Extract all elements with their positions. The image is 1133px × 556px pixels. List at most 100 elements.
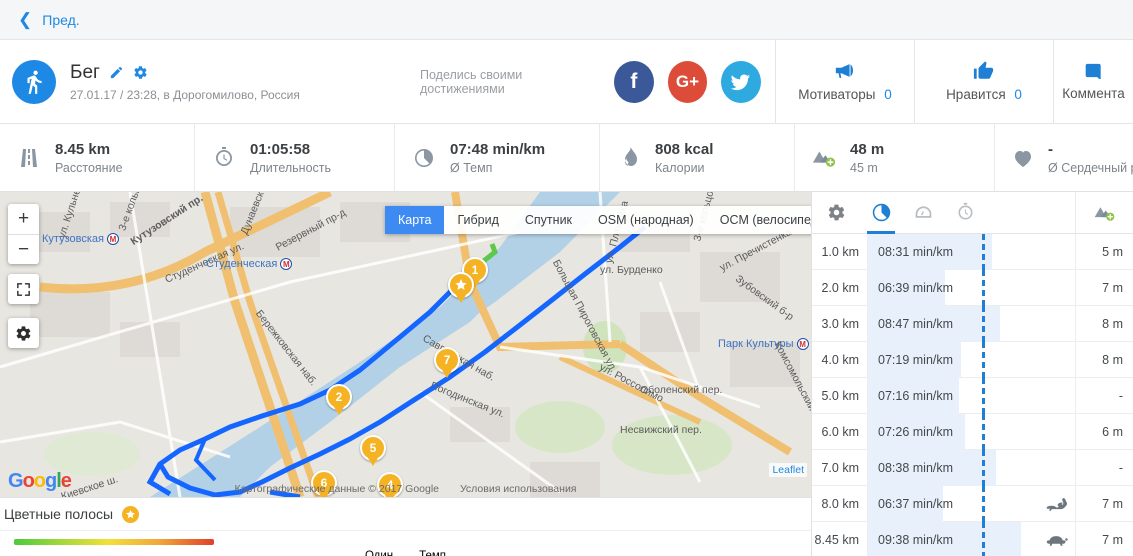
stat-duration: 01:05:58 Длительность: [195, 124, 395, 191]
zoom-controls: + −: [8, 204, 39, 264]
star-icon: [455, 279, 467, 290]
stripes-footer-option-one[interactable]: Один: [364, 550, 394, 556]
zoom-out-button[interactable]: −: [8, 234, 39, 264]
average-pace-marker: [981, 269, 985, 306]
stat-calories-value: 808 kcal: [655, 140, 714, 158]
map-marker-2[interactable]: 2: [326, 384, 352, 417]
stopwatch-icon: [211, 145, 237, 171]
stripes-footer-option-pace[interactable]: Темп: [419, 550, 447, 556]
splits-settings-button[interactable]: [812, 203, 860, 222]
table-row[interactable]: 6.0 km 07:26 min/km 6 m: [812, 413, 1133, 450]
likes-count: 0: [1014, 87, 1022, 102]
pace-icon: [411, 145, 437, 171]
map-layer-tabs: Карта Гибрид Спутник OSM (народная) OCM …: [385, 206, 811, 234]
split-pace-bar: [868, 233, 993, 270]
table-row[interactable]: 8.0 km 06:37 min/km 7 m: [812, 485, 1133, 522]
stat-elevation-loss: 45 m: [850, 160, 878, 175]
likes-button[interactable]: Нравится 0: [914, 40, 1053, 123]
map-street-label: Несвижский пер.: [620, 424, 702, 436]
map-marker-7[interactable]: 7: [434, 347, 460, 380]
comments-label: Коммента: [1062, 86, 1125, 101]
splits-panel: 1.0 km 08:31 min/km 5 m 2.0 km 06:39 min/km 7…: [811, 192, 1133, 556]
comment-icon: [1085, 63, 1101, 79]
split-pace-value: 06:39 min/km: [878, 280, 954, 295]
share-googleplus-button[interactable]: G+: [667, 60, 708, 103]
share-facebook-button[interactable]: f: [613, 60, 654, 103]
table-row[interactable]: 5.0 km 07:16 min/km -: [812, 377, 1133, 414]
splits-tab-pace[interactable]: [864, 192, 898, 234]
google-plus-icon: G+: [675, 71, 700, 91]
attribution-copyright: Картографические данные © 2017 Google: [234, 483, 440, 495]
split-elevation: -: [1075, 377, 1133, 414]
attribution-terms[interactable]: Условия использования: [459, 483, 577, 495]
elevation-icon: [1094, 206, 1115, 221]
map-marker-6[interactable]: 6: [311, 470, 337, 497]
pencil-icon[interactable]: [109, 65, 124, 80]
split-distance: 1.0 km: [812, 233, 868, 270]
metro-icon: M: [106, 233, 119, 245]
split-pace-bar: [868, 449, 997, 486]
route-map[interactable]: + −: [0, 192, 811, 497]
split-pace-bar: [868, 485, 943, 522]
leaflet-link[interactable]: Leaflet: [769, 463, 807, 477]
table-row[interactable]: 7.0 km 08:38 min/km -: [812, 449, 1133, 486]
table-row[interactable]: 8.45 km 09:38 min/km 7 m: [812, 521, 1133, 556]
colored-stripes-header[interactable]: Цветные полосы: [0, 498, 811, 531]
map-layer-hybrid[interactable]: Гибрид: [457, 213, 499, 227]
speed-gauge-icon: [915, 206, 931, 218]
split-pace-value: 07:16 min/km: [878, 388, 954, 403]
turtle-icon: [1045, 531, 1069, 551]
table-row[interactable]: 4.0 km 07:19 min/km 8 m: [812, 341, 1133, 378]
split-pace-bar: [868, 377, 960, 414]
average-pace-marker: [981, 305, 985, 342]
splits-header: [812, 192, 1133, 234]
facebook-icon: f: [630, 69, 638, 93]
comments-button[interactable]: Коммента: [1053, 40, 1133, 123]
split-pace-cell: 08:31 min/km: [868, 233, 1075, 270]
map-marker-4[interactable]: 4: [377, 472, 403, 497]
map-marker-start[interactable]: [448, 272, 474, 305]
map-layer-karta[interactable]: Карта: [385, 206, 445, 234]
content-area: + −: [0, 192, 1133, 556]
map-marker-5[interactable]: 5: [360, 435, 386, 468]
table-row[interactable]: 1.0 km 08:31 min/km 5 m: [812, 233, 1133, 270]
table-row[interactable]: 2.0 km 06:39 min/km 7 m: [812, 269, 1133, 306]
map-layer-osm[interactable]: OSM (народная): [598, 213, 694, 227]
map-metro-label: Парк Культуры M: [718, 338, 809, 350]
split-elevation: 5 m: [1075, 233, 1133, 270]
table-row[interactable]: 3.0 km 08:47 min/km 8 m: [812, 305, 1133, 342]
split-pace-value: 07:19 min/km: [878, 352, 954, 367]
map-layer-ocm[interactable]: OCM (велосипедная): [719, 213, 811, 227]
elevation-icon: [811, 145, 837, 171]
metro-icon: M: [796, 338, 809, 350]
motivators-button[interactable]: Мотиваторы 0: [775, 40, 914, 123]
map-settings-button[interactable]: [8, 318, 39, 348]
splits-tab-speed[interactable]: [906, 192, 940, 234]
stats-bar: 8.45 km Расстояние 01:05:58 Длительность…: [0, 124, 1133, 192]
back-link[interactable]: Пред.: [42, 11, 80, 28]
running-icon: [27, 70, 42, 94]
page-title: Бег: [70, 61, 100, 83]
stat-elevation-gain: 48 m: [850, 140, 885, 158]
splits-tab-duration[interactable]: [948, 192, 982, 234]
stat-duration-label: Длительность: [250, 160, 332, 175]
split-distance: 8.45 km: [812, 521, 868, 556]
map-street-label: Оболенский пер.: [640, 384, 723, 396]
pace-icon: [872, 203, 890, 222]
gear-icon[interactable]: [133, 65, 148, 80]
split-elevation: -: [1075, 449, 1133, 486]
map-layer-satellite[interactable]: Спутник: [524, 213, 573, 227]
stat-distance: 8.45 km Расстояние: [0, 124, 195, 191]
road-icon: [16, 145, 42, 171]
split-pace-cell: 07:16 min/km: [868, 377, 1075, 414]
map-settings-control: [8, 318, 39, 348]
average-pace-marker: [981, 413, 985, 450]
average-pace-marker: [981, 233, 985, 270]
fullscreen-button[interactable]: [8, 274, 39, 304]
split-pace-bar: [868, 521, 1022, 556]
google-logo: Google: [8, 470, 72, 492]
chevron-left-icon[interactable]: ❮: [18, 10, 33, 29]
share-twitter-button[interactable]: [721, 60, 761, 103]
zoom-in-button[interactable]: +: [17, 208, 30, 229]
